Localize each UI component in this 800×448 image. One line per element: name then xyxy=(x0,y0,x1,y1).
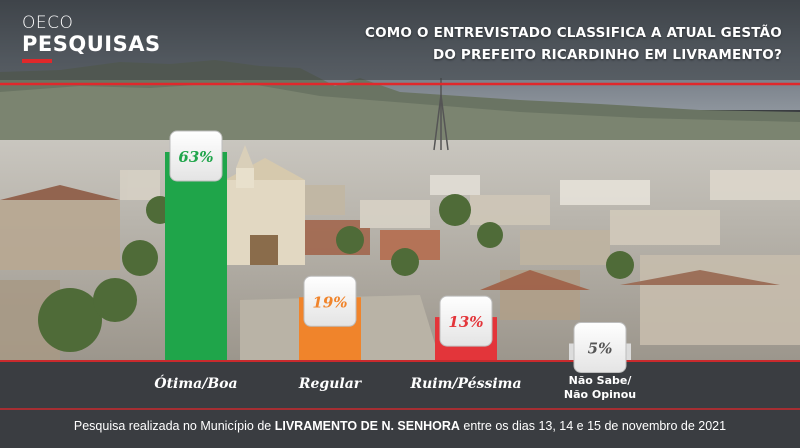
category-label-nao-sabe: Não Sabe/Não Opinou xyxy=(540,374,660,402)
value-tile-otima-boa xyxy=(169,130,223,182)
category-label-line: Regular xyxy=(298,376,362,392)
category-label-ruim-pessima: Ruim/Péssima xyxy=(406,376,526,392)
brand-logo: OECO PESQUISAS xyxy=(22,14,161,63)
category-label-line: Ótima/Boa xyxy=(154,376,238,392)
category-label-line: Ruim/Péssima xyxy=(410,376,522,392)
category-label-line: Não Opinou xyxy=(563,388,637,401)
brand-line1: OECO xyxy=(22,13,74,33)
value-label-nao-sabe: 5% xyxy=(588,339,613,357)
value-label-ruim-pessima: 13% xyxy=(448,313,483,331)
footer-band xyxy=(0,360,800,448)
brand-line2: PESQUISAS xyxy=(22,32,161,56)
church xyxy=(225,145,305,265)
chart-title-line2: DO PREFEITO RICARDINHO EM LIVRAMENTO? xyxy=(432,47,782,63)
footer-prefix: Pesquisa realizada no Município de xyxy=(73,419,275,433)
category-label-line: Não Sabe/ xyxy=(568,374,632,387)
footer-note: Pesquisa realizada no Município de LIVRA… xyxy=(0,419,800,433)
value-tile-nao-sabe xyxy=(573,321,627,373)
bars-group: 63% 19% 13% 5% xyxy=(165,130,631,373)
category-label-otima-boa: Ótima/Boa xyxy=(136,376,256,392)
brand-underline xyxy=(22,59,52,63)
town-buildings xyxy=(0,170,800,360)
chart-title-line1: COMO O ENTREVISTADO CLASSIFICA A ATUAL G… xyxy=(365,25,782,41)
value-label-regular: 19% xyxy=(312,293,347,311)
header-band xyxy=(0,0,800,80)
value-tile-ruim-pessima xyxy=(439,295,493,347)
trees xyxy=(38,194,634,352)
antenna-tower xyxy=(433,78,449,151)
footer-place: LIVRAMENTO DE N. SENHORA xyxy=(274,419,460,433)
chart-title: COMO O ENTREVISTADO CLASSIFICA A ATUAL G… xyxy=(365,22,782,66)
category-label-regular: Regular xyxy=(270,376,390,392)
footer-suffix: entre os dias 13, 14 e 15 de novembro de… xyxy=(459,419,727,433)
value-tile-regular xyxy=(303,275,357,327)
value-label-otima-boa: 63% xyxy=(178,148,213,166)
bar-otima-boa xyxy=(165,152,227,360)
